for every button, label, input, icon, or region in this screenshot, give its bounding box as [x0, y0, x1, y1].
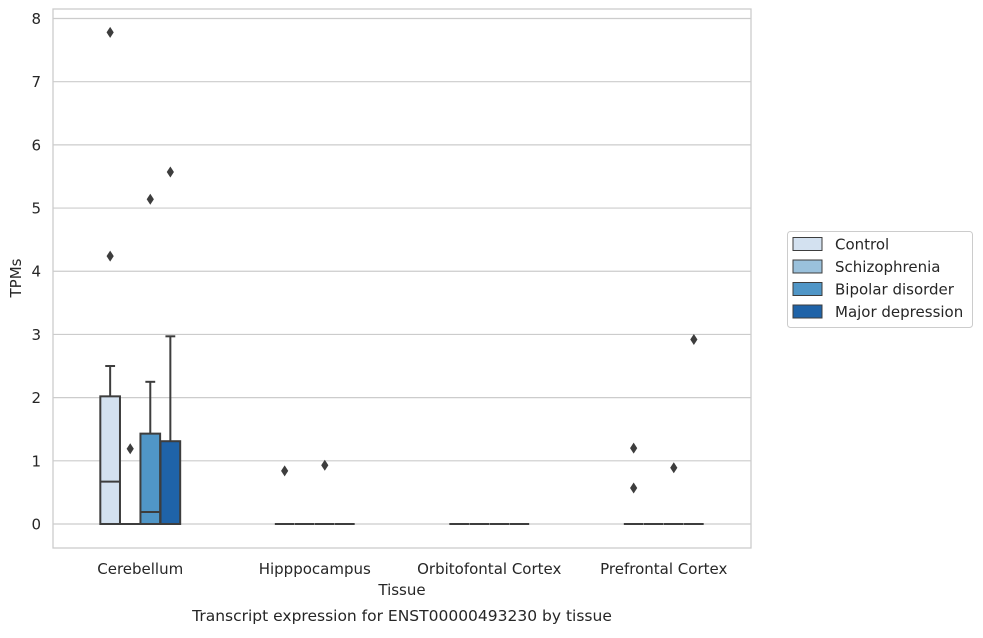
- legend-swatch: [792, 304, 823, 319]
- y-tick-label: 2: [31, 389, 41, 407]
- legend-swatch: [792, 282, 823, 296]
- legend-label: Bipolar disorder: [835, 281, 955, 299]
- outlier-point: [670, 462, 678, 474]
- chart-caption: Transcript expression for ENST0000049323…: [191, 607, 612, 625]
- x-tick-label: Hipppocampus: [259, 560, 371, 578]
- legend: Control Schizophrenia Bipolar disorder Majo…: [787, 231, 973, 328]
- y-tick-label: 8: [31, 10, 41, 28]
- outlier-point: [690, 333, 698, 345]
- outlier-point: [106, 250, 114, 262]
- box-body: [139, 432, 162, 525]
- outlier-point: [281, 465, 289, 477]
- box-major-depression: [159, 335, 182, 525]
- y-tick-label: 6: [31, 136, 41, 154]
- y-axis-label: TPMs: [7, 258, 25, 298]
- outlier-point: [630, 482, 638, 494]
- y-tick-label: 1: [31, 452, 41, 470]
- legend-label: Schizophrenia: [835, 258, 940, 276]
- x-tick-label: Orbitofontal Cortex: [417, 560, 561, 578]
- box-bipolar-disorder: [139, 380, 162, 525]
- plot-frame: [52, 8, 752, 549]
- y-tick-label: 7: [31, 73, 41, 91]
- legend-swatch: [792, 237, 823, 251]
- x-axis-label: Tissue: [377, 581, 425, 599]
- box-body: [99, 395, 121, 525]
- outlier-point: [321, 459, 329, 471]
- y-tick-label: 4: [31, 263, 41, 281]
- x-tick-label: Cerebellum: [97, 560, 183, 578]
- y-tick-label: 5: [31, 200, 41, 218]
- y-tick-label: 0: [31, 515, 41, 533]
- y-tick-labels: 0 1 2 3 4 5 6 7 8: [31, 10, 41, 534]
- outlier-points: [106, 26, 698, 494]
- legend-label: Major depression: [835, 303, 963, 321]
- legend-swatch: [792, 259, 823, 274]
- outlier-point: [630, 442, 638, 454]
- x-tick-labels: Cerebellum Hipppocampus Orbitofontal Corte…: [97, 560, 727, 578]
- outlier-point: [126, 443, 134, 455]
- box-body: [159, 440, 182, 525]
- box-control: [99, 365, 121, 525]
- outlier-point: [106, 26, 114, 38]
- legend-frame: [787, 231, 973, 328]
- y-tick-label: 3: [31, 326, 41, 344]
- outlier-point: [166, 166, 174, 178]
- box-series: [99, 335, 704, 525]
- outlier-point: [146, 193, 154, 205]
- legend-label: Control: [835, 236, 889, 254]
- x-tick-label: Prefrontal Cortex: [600, 560, 727, 578]
